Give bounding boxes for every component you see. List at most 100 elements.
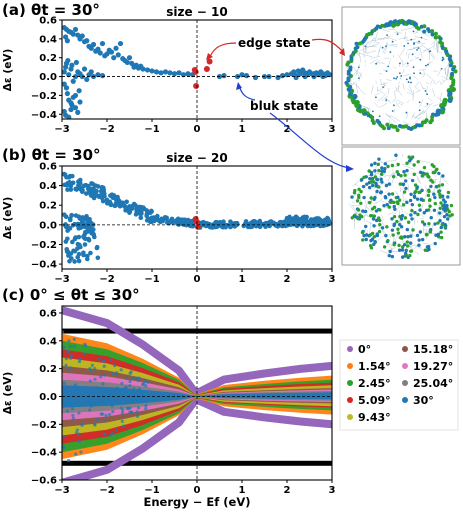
lattice-bond	[427, 228, 430, 233]
bulk-state-point	[126, 55, 133, 61]
bulk-state-point	[180, 72, 187, 78]
lattice-site	[387, 192, 391, 196]
lattice-site	[370, 118, 375, 123]
lattice-bond	[421, 202, 425, 207]
lattice-bond	[439, 176, 441, 191]
lattice-bond	[394, 85, 400, 93]
lattice-bond	[400, 26, 416, 31]
edge-arrow-to-inset	[311, 38, 344, 53]
lattice-site	[407, 81, 410, 83]
series-0deg-lower	[62, 396, 332, 480]
lattice-bond	[407, 182, 410, 192]
noise-point	[100, 399, 104, 403]
bulk-state-point	[201, 220, 207, 226]
lattice-site	[429, 215, 433, 220]
bulk-state-point	[140, 66, 146, 72]
bulk-state-point	[167, 70, 173, 76]
noise-point	[83, 342, 87, 346]
lattice-bond	[425, 73, 432, 80]
noise-point	[113, 363, 117, 368]
bulk-arrowhead-inset	[346, 165, 354, 172]
lattice-site	[446, 195, 450, 199]
lattice-site	[422, 165, 427, 170]
bulk-state-point	[245, 224, 251, 230]
y-tick-label: 0.4	[39, 181, 57, 192]
lattice-site	[388, 249, 392, 254]
bulk-state-point	[116, 198, 122, 204]
lattice-bond	[387, 211, 395, 215]
bulk-state-point	[162, 69, 169, 75]
lattice-site	[373, 169, 377, 173]
noise-point	[71, 407, 75, 411]
lattice-site	[401, 203, 406, 207]
lattice-site	[400, 255, 405, 259]
y-tick-label: 0.0	[39, 72, 57, 83]
bulk-state-point	[115, 194, 120, 200]
lattice-site	[395, 128, 400, 133]
lattice-site	[377, 229, 382, 234]
lattice-site	[399, 225, 404, 229]
lattice-bond	[380, 82, 388, 85]
lattice-site	[422, 29, 427, 34]
lattice-bond	[428, 60, 434, 64]
y-tick-label: 0.2	[39, 201, 57, 212]
lattice-site	[398, 62, 401, 65]
lattice-site	[401, 182, 406, 186]
lattice-bond	[413, 111, 425, 120]
bulk-state-point	[72, 73, 79, 80]
lattice-bond	[388, 58, 391, 65]
bulk-state-point	[326, 218, 332, 223]
lattice-bond	[365, 185, 367, 190]
lattice-site	[405, 200, 409, 205]
y-tick-label: −0.2	[31, 420, 57, 431]
edge-state-point	[192, 68, 199, 75]
y-tick-label: 0.0	[39, 392, 57, 403]
lattice-site	[439, 230, 443, 234]
lattice-site	[406, 220, 411, 224]
lattice-bond	[434, 179, 437, 185]
lattice-site	[382, 203, 386, 208]
lattice-site	[409, 249, 414, 253]
legend-label: 2.45°	[358, 377, 391, 390]
lattice-site	[396, 162, 400, 167]
lattice-site	[362, 233, 366, 238]
x-tick-label: 3	[329, 485, 336, 496]
lattice-bond	[424, 189, 429, 194]
lattice-site	[377, 157, 381, 161]
y-tick-label: 0.4	[39, 34, 57, 45]
bulk-state-point	[158, 70, 164, 76]
lattice-site	[416, 160, 420, 164]
panel-b-ylabel: Δε (eV)	[2, 197, 14, 239]
noise-point	[101, 359, 106, 363]
bulk-state-point	[99, 73, 106, 79]
noise-point	[67, 339, 71, 343]
lattice-site	[442, 58, 445, 60]
lattice-site	[430, 32, 435, 37]
lattice-bond	[411, 115, 420, 120]
lattice-site	[377, 185, 381, 189]
lattice-site	[411, 228, 415, 232]
noise-point	[66, 349, 70, 354]
lattice-bond	[356, 53, 361, 58]
lattice-bond	[381, 214, 384, 221]
lattice-site	[403, 45, 406, 47]
bulk-state-point	[73, 59, 79, 66]
lattice-site	[432, 192, 436, 196]
noise-point	[82, 352, 86, 356]
bulk-state-point	[104, 51, 110, 57]
y-tick-label: 0.2	[39, 364, 57, 375]
lattice-site	[423, 248, 428, 252]
bulk-state-point	[163, 216, 169, 221]
lattice-bond	[375, 80, 378, 84]
x-tick-label: 3	[329, 124, 336, 135]
lattice-site	[361, 184, 366, 189]
noise-point	[89, 369, 93, 373]
lattice-bond	[385, 41, 388, 46]
lattice-bond	[380, 182, 387, 185]
bulk-state-point	[297, 71, 304, 77]
bulk-state-point	[70, 180, 76, 186]
lattice-bond	[398, 55, 403, 62]
lattice-bond	[393, 174, 398, 178]
lattice-image	[344, 18, 458, 133]
noise-point	[128, 379, 132, 384]
